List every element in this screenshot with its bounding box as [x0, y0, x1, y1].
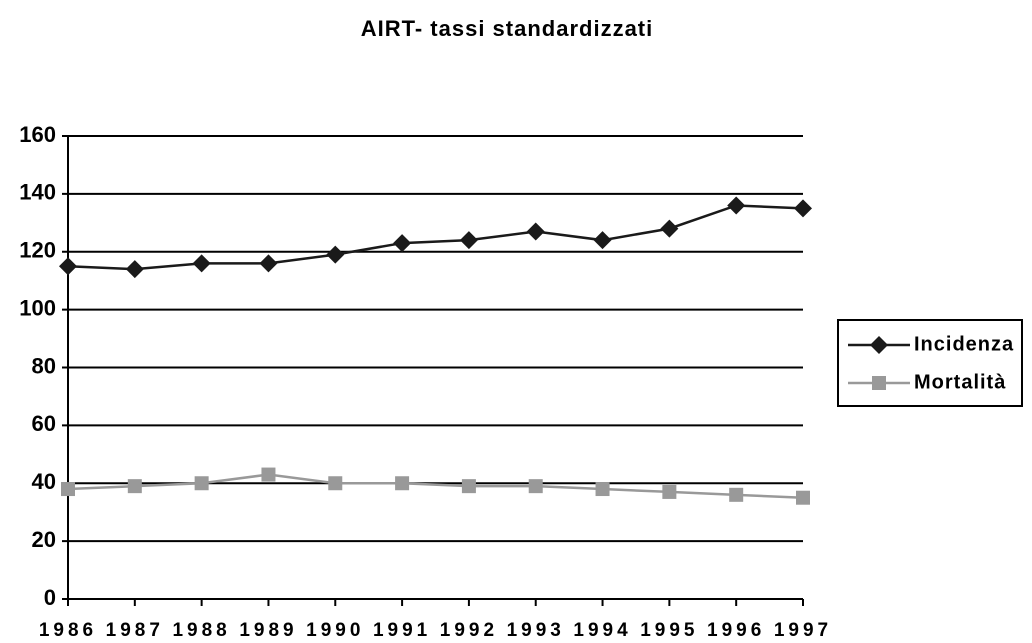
legend-label: Incidenza [914, 333, 1014, 355]
x-tick-label: 1994 [573, 620, 631, 641]
y-tick-label: 60 [32, 411, 56, 436]
x-tick-label: 1995 [640, 620, 698, 641]
legend-marker [872, 376, 886, 390]
point-marker [61, 482, 75, 497]
point-marker [729, 487, 744, 502]
point-marker [593, 231, 612, 250]
x-tick-label: 1988 [172, 620, 230, 641]
point-marker [595, 482, 610, 497]
y-tick-label: 0 [44, 585, 56, 610]
legend-label: Mortalità [914, 371, 1006, 393]
point-marker [528, 479, 543, 494]
point-marker [192, 254, 211, 273]
x-tick-label: 1997 [774, 620, 832, 641]
point-marker [393, 234, 412, 253]
x-tick-label: 1986 [39, 620, 97, 641]
series-line [67, 204, 804, 271]
y-tick-label: 100 [19, 295, 56, 320]
point-marker [526, 222, 545, 241]
point-marker [127, 479, 142, 494]
point-marker [259, 254, 278, 273]
point-marker [326, 245, 345, 264]
x-tick-label: 1992 [440, 620, 498, 641]
x-tick-label: 1993 [507, 620, 565, 641]
x-tick-label: 1991 [373, 620, 431, 641]
point-marker [59, 257, 77, 276]
x-tick-label: 1987 [106, 620, 164, 641]
point-marker [662, 484, 677, 499]
x-tick-label: 1990 [306, 620, 364, 641]
legend-box [837, 319, 1023, 407]
y-tick-label: 160 [19, 122, 56, 147]
y-tick-label: 120 [19, 238, 56, 263]
point-marker [194, 476, 209, 491]
x-tick-label: 1989 [239, 620, 297, 641]
point-marker [794, 199, 812, 218]
point-marker [727, 196, 746, 215]
y-tick-label: 80 [32, 353, 56, 378]
point-marker [395, 476, 410, 491]
y-tick-label: 140 [19, 180, 56, 205]
point-marker [125, 260, 144, 279]
point-marker [660, 219, 679, 238]
chart-title: AIRT- tassi standardizzati [361, 16, 654, 41]
point-marker [459, 231, 478, 250]
x-tick-label: 1996 [707, 620, 765, 641]
y-tick-label: 20 [32, 527, 56, 552]
point-marker [796, 490, 810, 505]
point-marker [261, 467, 276, 482]
legend-marker [870, 336, 888, 354]
point-marker [461, 479, 476, 494]
series-line [67, 473, 804, 499]
y-tick-label: 40 [32, 469, 56, 494]
point-marker [328, 476, 343, 491]
